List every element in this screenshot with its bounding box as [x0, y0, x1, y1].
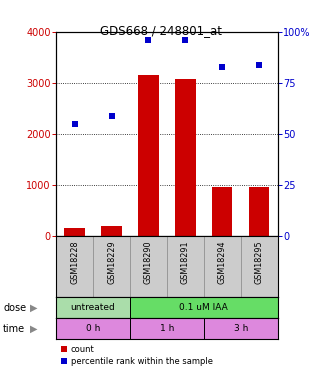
Text: 1 h: 1 h [160, 324, 174, 333]
Bar [130, 297, 278, 318]
Bar [56, 318, 130, 339]
Bar [130, 236, 167, 297]
Text: time: time [3, 324, 25, 334]
Bar [56, 236, 93, 297]
Text: GSM18295: GSM18295 [255, 241, 264, 284]
Text: 0 h: 0 h [86, 324, 100, 333]
Bar [204, 236, 241, 297]
Text: untreated: untreated [71, 303, 116, 312]
Bar [93, 236, 130, 297]
Text: GSM18229: GSM18229 [107, 241, 116, 284]
Text: GDS668 / 248801_at: GDS668 / 248801_at [100, 24, 221, 38]
Bar [249, 187, 269, 236]
Point [72, 121, 77, 127]
Bar [130, 318, 204, 339]
Point [146, 37, 151, 43]
Bar [138, 75, 159, 236]
Text: GSM18290: GSM18290 [144, 241, 153, 284]
Text: dose: dose [3, 303, 26, 313]
Bar [175, 79, 195, 236]
Bar [65, 228, 85, 236]
Text: GSM18228: GSM18228 [70, 241, 79, 284]
Point [109, 112, 114, 118]
Bar [101, 226, 122, 236]
Text: 0.1 uM IAA: 0.1 uM IAA [179, 303, 228, 312]
Bar [204, 318, 278, 339]
Text: GSM18294: GSM18294 [218, 241, 227, 284]
Bar [167, 236, 204, 297]
Text: GSM18291: GSM18291 [181, 241, 190, 284]
Text: ▶: ▶ [30, 324, 38, 334]
Bar [212, 187, 232, 236]
Point [220, 63, 225, 69]
Text: ▶: ▶ [30, 303, 38, 313]
Legend: count, percentile rank within the sample: count, percentile rank within the sample [58, 342, 216, 369]
Text: 3 h: 3 h [234, 324, 248, 333]
Point [256, 62, 262, 68]
Bar [241, 236, 278, 297]
Point [183, 37, 188, 43]
Bar [56, 297, 130, 318]
